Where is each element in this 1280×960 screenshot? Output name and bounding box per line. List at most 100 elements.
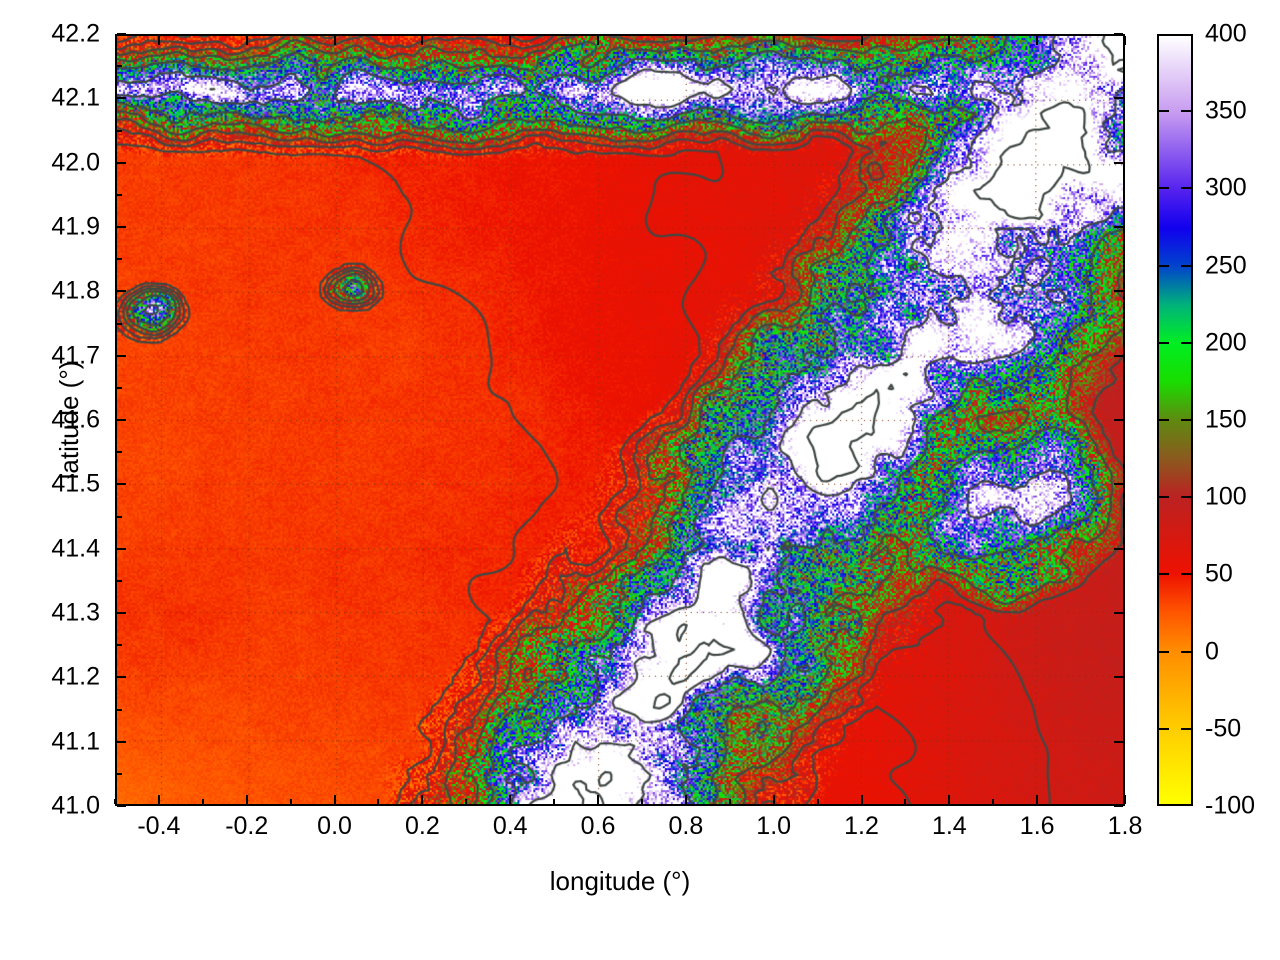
plot-area [115, 34, 1125, 806]
colorbar-tick [1159, 264, 1169, 267]
y-tick-right [1114, 161, 1123, 164]
colorbar-tick-right [1181, 187, 1191, 190]
x-tick-minor [728, 799, 731, 804]
y-tick-minor [117, 193, 122, 196]
y-tick-label: 41.3 [51, 598, 100, 627]
x-tick [421, 795, 424, 804]
x-tick-label: -0.4 [137, 812, 181, 840]
y-tick-label: 41.7 [51, 341, 100, 370]
x-tick-minor [816, 799, 819, 804]
y-tick [117, 161, 126, 164]
x-tick [948, 36, 951, 45]
y-tick-label: 41.9 [51, 212, 100, 241]
colorbar-tick-label: 250 [1205, 251, 1247, 280]
y-tick [117, 226, 126, 228]
colorbar-tick [1159, 650, 1169, 653]
y-tick [117, 419, 126, 421]
x-tick-label: 0.2 [405, 812, 440, 840]
x-tick [948, 795, 951, 804]
x-tick [597, 36, 600, 45]
y-tick-minor [117, 708, 122, 711]
y-tick-right [1114, 740, 1123, 743]
colorbar-tick [1159, 573, 1169, 576]
y-tick-right [1114, 612, 1123, 614]
x-tick-minor [201, 799, 204, 804]
y-tick-minor [117, 515, 122, 518]
y-tick-minor [117, 322, 122, 325]
y-tick-label: 41.2 [51, 662, 100, 691]
y-tick-label: 41.0 [51, 791, 100, 820]
colorbar-tick-label: 200 [1205, 328, 1247, 357]
y-tick-minor [117, 65, 122, 68]
y-tick-label: 41.6 [51, 405, 100, 434]
y-axis-title: latitude (°) [53, 360, 84, 480]
y-tick-right [1114, 290, 1123, 293]
colorbar-tick-right [1181, 650, 1191, 653]
colorbar-tick-right [1181, 727, 1191, 730]
x-tick-minor [553, 799, 556, 804]
x-tick-minor [992, 799, 995, 804]
y-tick-minor [117, 451, 122, 454]
x-tick [333, 795, 336, 804]
y-tick-minor [117, 579, 122, 582]
y-tick-minor [117, 772, 122, 775]
y-tick-label: 42.1 [51, 83, 100, 112]
y-tick-right [1114, 97, 1123, 100]
colorbar-tick [1159, 727, 1169, 730]
colorbar-tick-label: 350 [1205, 96, 1247, 125]
colorbar-tick-right [1181, 110, 1191, 113]
x-tick [333, 36, 336, 45]
y-tick-right [1114, 483, 1123, 486]
x-tick [509, 36, 512, 45]
colorbar-tick-right [1181, 419, 1191, 421]
y-tick-right [1114, 419, 1123, 421]
y-tick-label: 41.4 [51, 534, 100, 563]
y-tick-right [1114, 226, 1123, 228]
y-tick [117, 805, 126, 807]
x-tick [421, 36, 424, 45]
x-tick-minor [114, 799, 116, 804]
x-tick [772, 36, 775, 45]
y-tick-right [1114, 354, 1123, 357]
colorbar-tick-label: 300 [1205, 173, 1247, 202]
x-tick [1036, 36, 1039, 45]
colorbar-tick-label: 0 [1205, 637, 1219, 666]
y-tick [117, 676, 126, 679]
x-tick [860, 36, 863, 45]
y-tick [117, 290, 126, 293]
y-tick [117, 612, 126, 614]
x-tick-label: 1.6 [1019, 812, 1055, 840]
colorbar-tick-label: -50 [1205, 714, 1242, 743]
x-tick [157, 36, 160, 45]
y-tick-right [1114, 805, 1123, 807]
x-tick-minor [904, 799, 907, 804]
colorbar-tick-label: -100 [1205, 791, 1256, 820]
colorbar-tick-right [1181, 264, 1191, 267]
x-tick [157, 795, 160, 804]
x-tick [1036, 795, 1039, 804]
colorbar-tick-right [1181, 496, 1191, 499]
colorbar-tick [1159, 496, 1169, 499]
colorbar-tick-label: 150 [1205, 405, 1247, 434]
y-tick-label: 42.0 [51, 148, 100, 177]
x-tick-label: 1.2 [844, 812, 879, 840]
y-tick-label: 42.2 [51, 19, 100, 48]
y-tick-right [1114, 676, 1123, 679]
y-tick [117, 33, 126, 35]
x-tick-minor [465, 799, 468, 804]
heatmap-field [117, 36, 1123, 804]
x-tick [245, 795, 248, 804]
colorbar-tick [1159, 341, 1169, 344]
colorbar-tick-label: 50 [1205, 559, 1233, 588]
y-tick [117, 547, 126, 550]
colorbar-tick-label: 100 [1205, 482, 1247, 511]
x-axis-title: longitude (°) [549, 866, 691, 896]
y-tick-label: 41.1 [51, 727, 100, 756]
x-tick-label: 1.0 [756, 812, 792, 840]
x-tick [684, 795, 687, 804]
x-tick [1124, 795, 1126, 804]
x-tick [860, 795, 863, 804]
x-tick [684, 36, 687, 45]
x-tick-label: -0.2 [225, 812, 269, 840]
